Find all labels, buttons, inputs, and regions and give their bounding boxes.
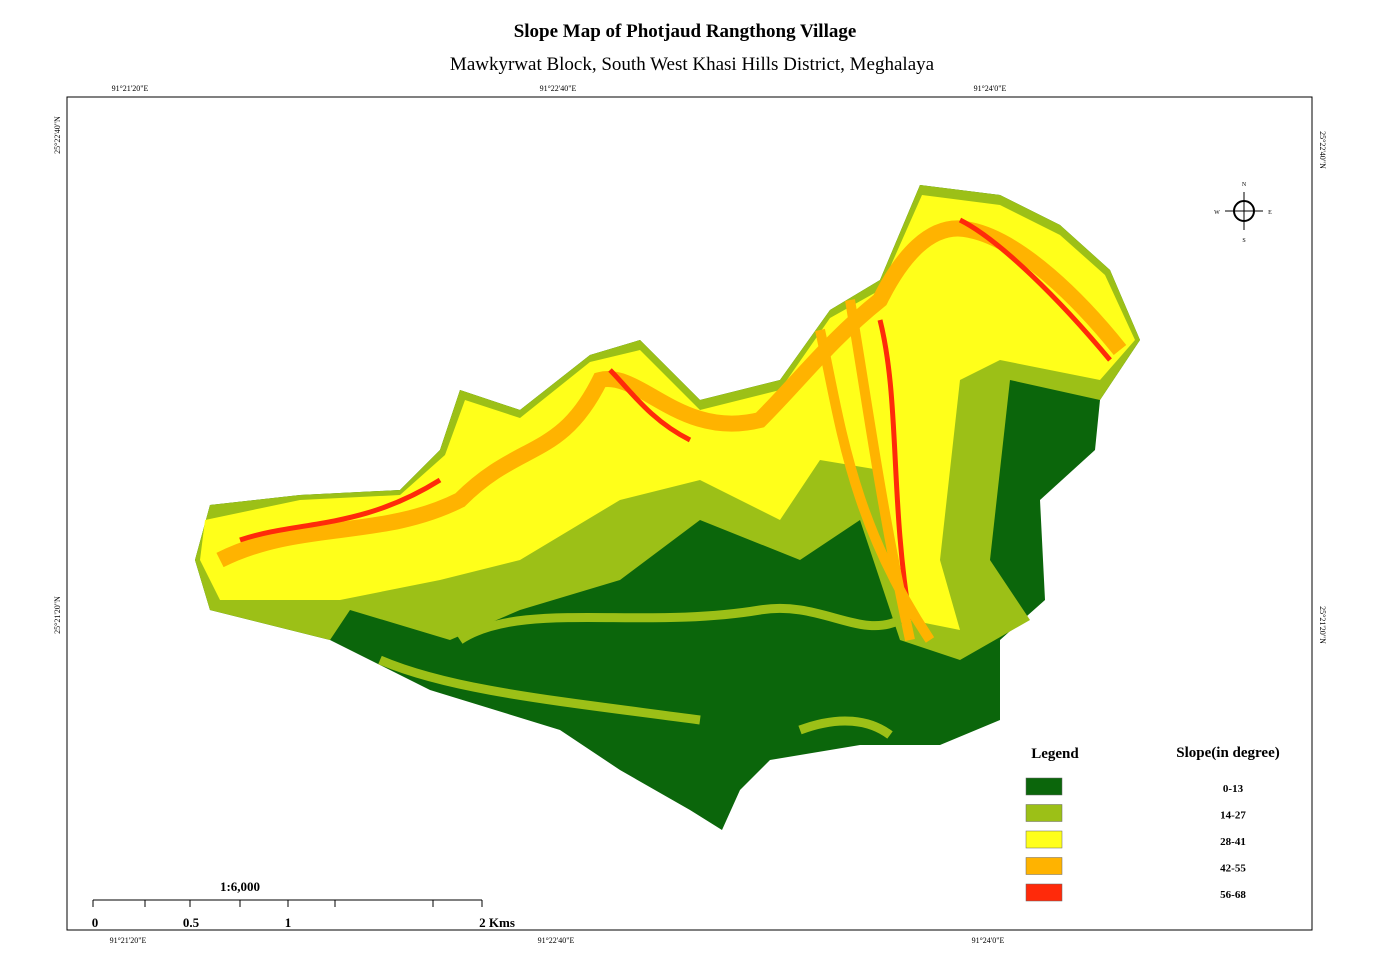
slope-area [195,185,1140,830]
compass [1225,192,1263,230]
legend-swatch [1025,857,1063,875]
map-subtitle: Mawkyrwat Block, South West Khasi Hills … [450,54,935,75]
legend-label: 14-27 [1220,810,1246,822]
scale-ticks [92,900,483,907]
compass-east: E [1268,210,1272,216]
legend-swatch [1025,777,1063,796]
top-coordinate: 91°22'40"E [540,84,577,93]
bottom-coordinate: 91°21'20"E [110,936,147,945]
right-coordinate: 25°22'40"N [1318,131,1327,169]
scale-label: 0 [92,915,99,930]
legend-swatch [1025,830,1063,849]
scale-label: 2 Kms [479,915,515,930]
scale-label: 1 [285,915,292,930]
scale-ratio: 1:6,000 [220,879,260,894]
compass-west: W [1214,210,1220,216]
bottom-coordinate: 91°22'40"E [538,936,575,945]
left-coordinate: 25°21'20"N [53,596,62,634]
scale-label: 0.5 [183,915,200,930]
legend-swatch [1025,883,1063,902]
legend-label: 0-13 [1223,783,1244,795]
legend-label: 28-41 [1220,836,1246,848]
legend-label: 56-68 [1220,889,1246,901]
left-coordinate: 25°22'40"N [53,116,62,154]
map-frame [66,96,1313,931]
compass-north: N [1242,182,1247,188]
legend-label: 42-55 [1220,863,1246,875]
compass-south: S [1242,238,1245,244]
legend-heading: Slope(in degree) [1176,745,1279,761]
legend-title: Legend [1031,746,1079,762]
legend-swatch [1025,804,1063,822]
map-title: Slope Map of Photjaud Rangthong Village [514,21,857,42]
bottom-coordinate: 91°24'0"E [972,936,1005,945]
right-coordinate: 25°21'20"N [1318,606,1327,644]
top-coordinate: 91°24'0"E [974,84,1007,93]
top-coordinate: 91°21'20"E [112,84,149,93]
